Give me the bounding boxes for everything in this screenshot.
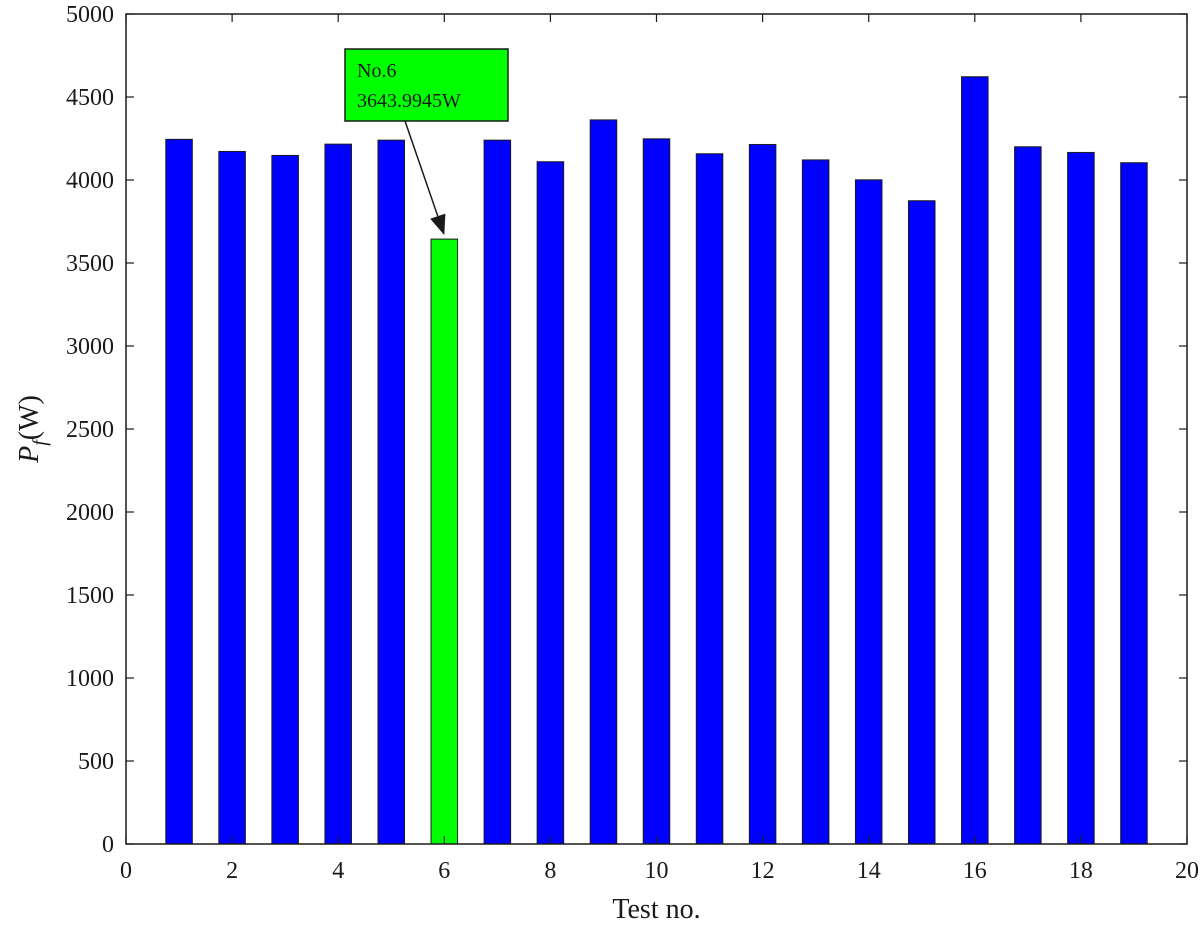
- x-tick-label: 18: [1069, 858, 1093, 884]
- y-tick-label: 500: [78, 749, 114, 775]
- bar-10: [642, 138, 671, 845]
- x-tick-label: 0: [120, 858, 132, 884]
- annotation-label-line1: No.6: [357, 60, 396, 82]
- y-axis-label: Pf(W): [14, 395, 51, 464]
- x-tick-label: 16: [963, 858, 987, 884]
- bar-16: [961, 76, 989, 845]
- bars-group: [165, 76, 1148, 845]
- x-tick-label: 12: [751, 858, 775, 884]
- bar-4: [324, 143, 352, 845]
- bar-2: [218, 150, 246, 845]
- bar-3: [271, 154, 299, 845]
- annotation-arrowhead: [430, 213, 446, 236]
- bar-5: [377, 139, 406, 845]
- bar-9: [589, 119, 618, 845]
- x-tick-label: 20: [1175, 858, 1199, 884]
- annotation-label-line2: 3643.9945W: [357, 90, 461, 112]
- y-tick-label: 3000: [66, 334, 114, 360]
- y-tick-label: 5000: [66, 2, 114, 28]
- x-tick-label: 10: [645, 858, 669, 884]
- x-axis-label: Test no.: [612, 894, 700, 925]
- bar-12: [748, 143, 777, 845]
- annotation-group: No.6 3643.9945W: [344, 48, 509, 236]
- annotation-box: [344, 48, 509, 122]
- y-tick-label: 4000: [66, 168, 114, 194]
- y-tick-label: 0: [102, 832, 114, 858]
- x-tick-label: 8: [544, 858, 556, 884]
- bar-19: [1120, 162, 1148, 845]
- y-tick-label: 4500: [66, 85, 114, 111]
- bar-6: [430, 238, 459, 845]
- y-tick-label: 2500: [66, 417, 114, 443]
- annotation-arrow: [404, 120, 439, 217]
- y-axis-label-unit: (W): [14, 395, 45, 440]
- x-tick-label: 14: [857, 858, 881, 884]
- x-tick-label: 6: [438, 858, 450, 884]
- bar-14: [854, 179, 883, 845]
- bar-8: [536, 161, 565, 845]
- y-tick-label: 1000: [66, 666, 114, 692]
- y-axis-label-main: P: [14, 446, 45, 464]
- bar-7: [483, 139, 512, 845]
- bar-1: [165, 138, 193, 845]
- bar-18: [1067, 151, 1095, 845]
- ticks-group: 0 2 4 6 8 10 12 14 16 18 20 0 500 1000 1500 2000 2500 300…: [66, 2, 1199, 884]
- bar-17: [1014, 146, 1042, 845]
- bar-15: [907, 200, 936, 845]
- y-tick-label: 1500: [66, 583, 114, 609]
- bar-13: [801, 159, 830, 845]
- bar-11: [695, 153, 724, 845]
- y-axis-label-sub: f: [29, 438, 51, 446]
- x-tick-label: 4: [332, 858, 344, 884]
- y-tick-label: 2000: [66, 500, 114, 526]
- x-tick-label: 2: [226, 858, 238, 884]
- y-tick-label: 3500: [66, 251, 114, 277]
